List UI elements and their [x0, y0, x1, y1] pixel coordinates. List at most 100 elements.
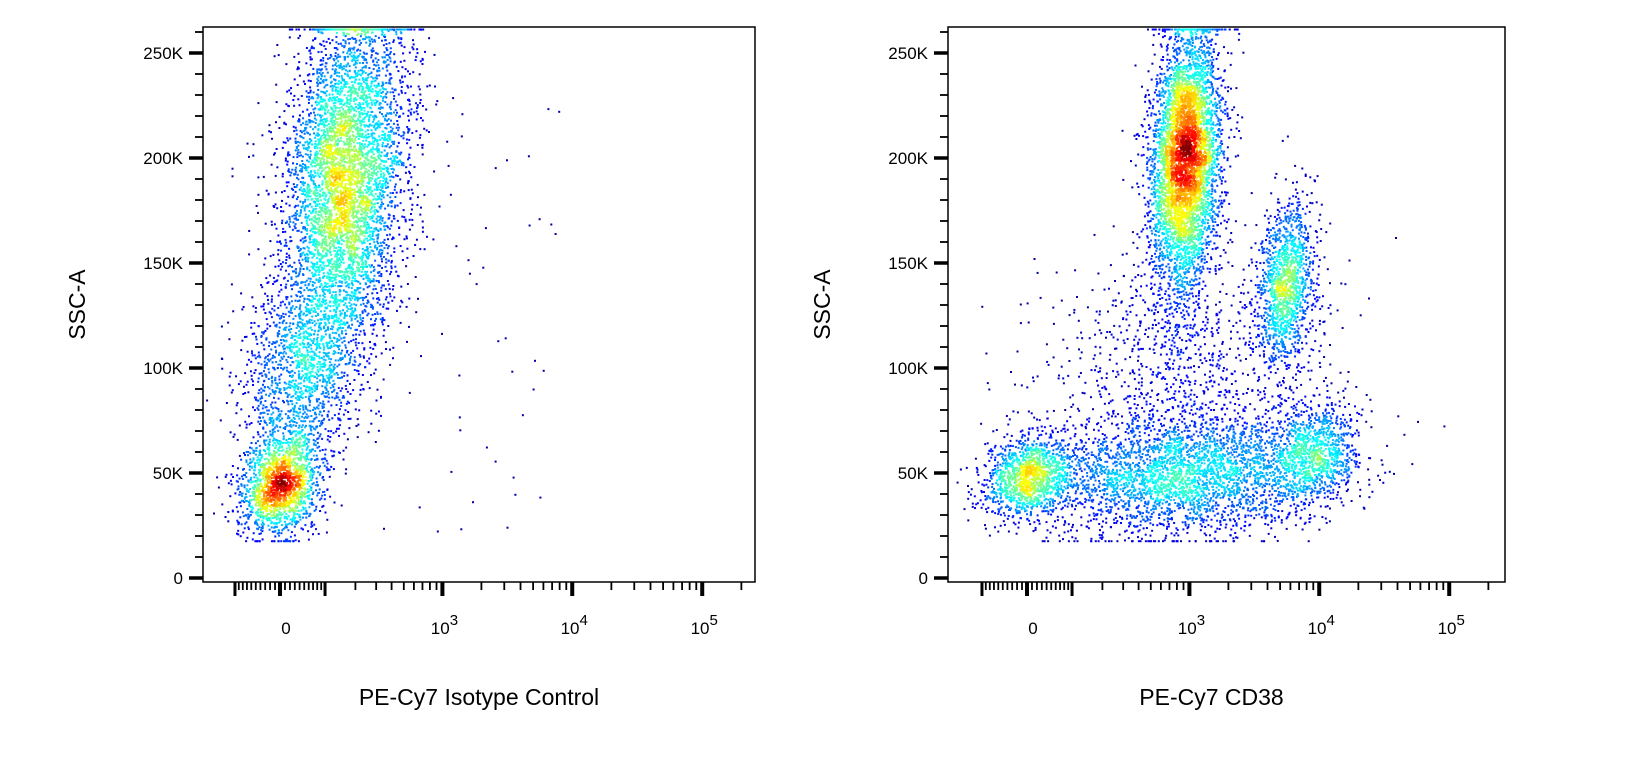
- event-point: [299, 249, 302, 252]
- event-point: [346, 379, 349, 382]
- event-point: [360, 275, 363, 278]
- event-point: [375, 85, 378, 88]
- event-point: [344, 311, 346, 314]
- event-point: [425, 108, 428, 111]
- event-point: [390, 220, 393, 223]
- event-point: [389, 103, 392, 106]
- event-point: [321, 505, 324, 508]
- event-point: [375, 74, 378, 77]
- event-point: [347, 50, 350, 53]
- event-point: [357, 137, 360, 140]
- event-point: [307, 143, 310, 145]
- event-point: [308, 141, 311, 144]
- event-point: [324, 130, 326, 133]
- event-point: [346, 284, 349, 287]
- event-point: [343, 94, 346, 97]
- event-point: [262, 303, 265, 306]
- event-point: [384, 95, 387, 98]
- event-point: [368, 181, 371, 184]
- event-point: [306, 253, 309, 256]
- event-point: [328, 334, 331, 337]
- event-point: [306, 351, 309, 354]
- event-point: [367, 276, 370, 279]
- event-point: [399, 321, 402, 324]
- event-point: [256, 355, 259, 358]
- event-point: [380, 204, 382, 207]
- event-point: [325, 391, 328, 394]
- event-point: [385, 81, 388, 84]
- event-point: [384, 88, 387, 91]
- event-point: [278, 531, 280, 534]
- event-point: [306, 464, 309, 467]
- event-point: [328, 317, 331, 320]
- event-point: [278, 354, 280, 356]
- event-point: [311, 365, 313, 368]
- event-point: [273, 379, 276, 382]
- event-point: [313, 309, 316, 312]
- event-point: [370, 249, 373, 252]
- event-point: [330, 376, 333, 379]
- event-point: [307, 102, 310, 104]
- event-point: [297, 28, 300, 31]
- event-point: [383, 319, 386, 322]
- event-point: [292, 395, 295, 398]
- event-point: [387, 226, 389, 229]
- event-point: [312, 97, 315, 100]
- event-point: [316, 494, 319, 497]
- event-point: [217, 486, 220, 489]
- event-point: [305, 413, 308, 416]
- event-point: [298, 353, 301, 356]
- event-point: [293, 173, 296, 175]
- event-point: [309, 218, 311, 221]
- event-point: [295, 410, 297, 413]
- event-point: [291, 385, 293, 388]
- event-point: [311, 476, 314, 479]
- event-point: [335, 344, 338, 347]
- event-point: [419, 134, 422, 137]
- event-point: [285, 424, 288, 427]
- event-point: [346, 310, 349, 313]
- event-point: [314, 126, 317, 129]
- event-point: [277, 294, 280, 297]
- event-point: [250, 422, 253, 424]
- event-point: [412, 255, 415, 257]
- event-point: [343, 46, 346, 49]
- event-point: [345, 351, 348, 354]
- event-point: [367, 189, 370, 191]
- event-point: [303, 28, 306, 31]
- event-point: [302, 506, 304, 509]
- event-point: [288, 36, 291, 39]
- event-point: [343, 432, 346, 435]
- event-point: [364, 130, 367, 133]
- event-point: [397, 133, 400, 136]
- event-point: [364, 259, 367, 262]
- event-point: [262, 332, 265, 335]
- event-point: [343, 322, 346, 325]
- event-point: [285, 241, 288, 244]
- event-point: [346, 438, 349, 441]
- event-point: [232, 310, 235, 313]
- event-point: [314, 114, 317, 117]
- event-point: [372, 77, 375, 80]
- event-point: [386, 103, 389, 106]
- event-point: [238, 454, 241, 457]
- event-point: [336, 74, 339, 77]
- event-point: [299, 411, 302, 414]
- event-point: [305, 386, 308, 389]
- event-point: [339, 310, 342, 312]
- event-point: [310, 235, 313, 238]
- event-point: [246, 380, 249, 383]
- event-point: [380, 253, 383, 256]
- event-point: [299, 332, 302, 335]
- event-point: [310, 450, 313, 453]
- event-point: [339, 389, 342, 392]
- event-point: [312, 39, 315, 42]
- event-point: [324, 313, 327, 316]
- event-point: [317, 143, 320, 146]
- event-point: [381, 130, 384, 133]
- event-point: [302, 268, 305, 270]
- event-point: [353, 359, 356, 362]
- event-point: [303, 236, 306, 239]
- event-point: [329, 305, 332, 308]
- event-point: [376, 313, 379, 315]
